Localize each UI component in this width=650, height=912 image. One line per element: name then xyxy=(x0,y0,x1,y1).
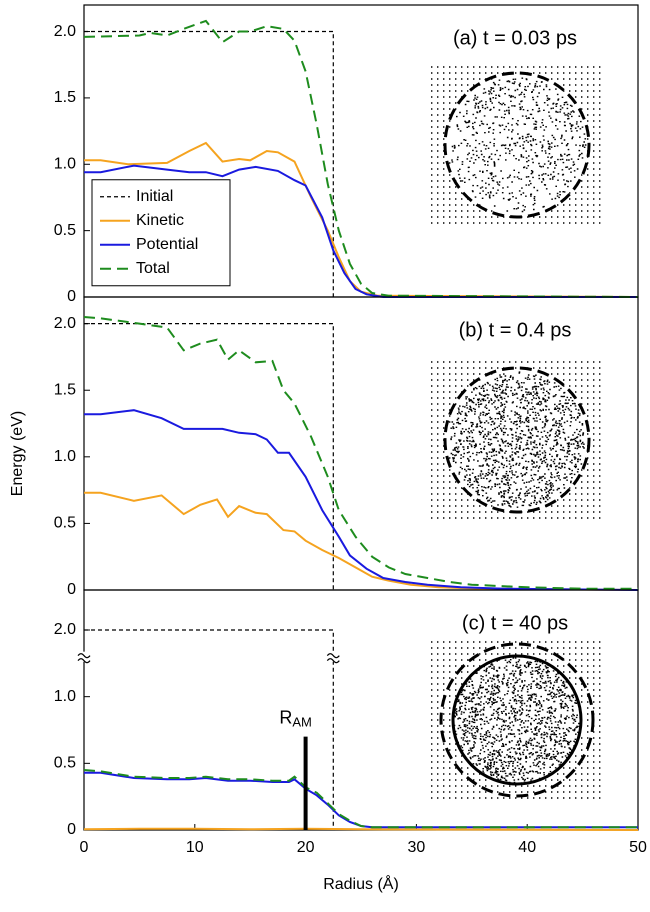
x-tick-label: 10 xyxy=(186,839,204,856)
panel-title: (c) t = 40 ps xyxy=(462,612,568,634)
y-tick-label: 0 xyxy=(67,581,76,598)
legend-label: Kinetic xyxy=(136,212,184,229)
atom-dots xyxy=(431,66,601,224)
break-mark xyxy=(77,653,91,664)
y-tick-label: 1.0 xyxy=(54,155,76,172)
annotation-label: RAM xyxy=(279,707,312,730)
y-tick-label: 2.0 xyxy=(54,315,76,332)
series-line xyxy=(83,769,638,829)
panel-title: (b) t = 0.4 ps xyxy=(459,319,572,341)
dashed-boundary xyxy=(443,366,591,514)
annotation-subscript: AM xyxy=(292,715,312,730)
x-tick-label: 0 xyxy=(80,839,89,856)
x-tick-label: 30 xyxy=(408,839,426,856)
series-line xyxy=(84,323,334,590)
y-tick-label: 0 xyxy=(67,288,76,305)
x-tick-label: 40 xyxy=(518,839,536,856)
solid-boundary xyxy=(451,654,583,786)
x-tick-label: 20 xyxy=(297,839,315,856)
break-gap xyxy=(327,651,340,662)
series-line xyxy=(83,827,639,831)
series-line xyxy=(84,771,638,829)
dashed-boundary xyxy=(443,71,591,219)
y-tick-label: 1.0 xyxy=(54,448,76,465)
legend-label: Initial xyxy=(136,188,173,205)
legend-label: Total xyxy=(136,260,170,277)
atom-dots xyxy=(431,361,601,519)
y-tick-label: 0.5 xyxy=(54,755,76,772)
x-axis-label: Radius (Å) xyxy=(323,874,399,893)
series-line xyxy=(84,409,639,591)
annotation-text: R xyxy=(279,707,292,727)
y-tick-label: 1.0 xyxy=(54,688,76,705)
y-tick-label: 0 xyxy=(67,821,76,838)
y-tick-label: 2.0 xyxy=(54,621,76,638)
series-line xyxy=(84,164,638,298)
y-axis-label: Energy (eV) xyxy=(9,411,26,496)
legend-label: Potential xyxy=(136,236,198,253)
break-mark xyxy=(326,653,340,664)
panel-title: (a) t = 0.03 ps xyxy=(453,27,577,49)
legend-box xyxy=(91,179,231,287)
y-tick-label: 1.5 xyxy=(54,381,76,398)
atom-dots xyxy=(431,641,601,799)
series-line xyxy=(83,19,639,298)
x-tick-label: 50 xyxy=(629,839,647,856)
break-gap xyxy=(78,651,90,662)
series-line xyxy=(83,316,638,590)
series-line xyxy=(84,491,639,591)
y-tick-label: 0.5 xyxy=(54,515,76,532)
y-tick-label: 1.5 xyxy=(54,89,76,106)
y-tick-label: 2.0 xyxy=(54,23,76,40)
dashed-boundary xyxy=(439,642,595,798)
y-tick-label: 0.5 xyxy=(54,222,76,239)
